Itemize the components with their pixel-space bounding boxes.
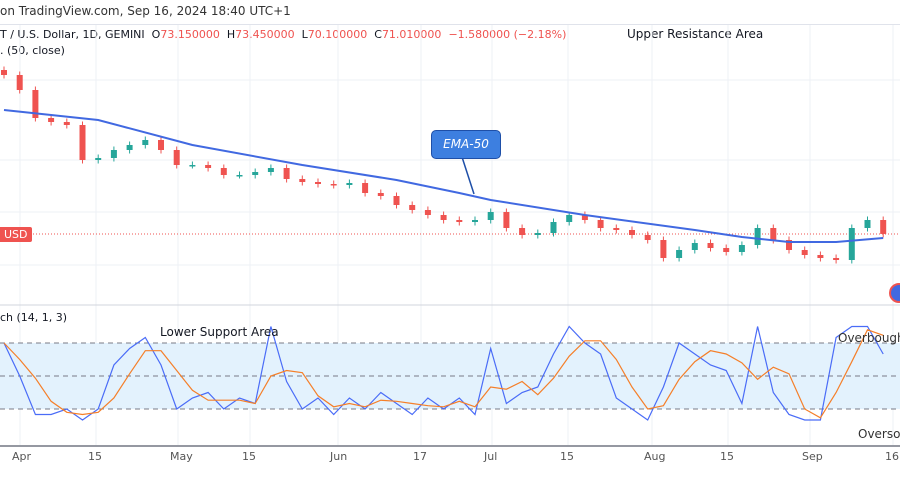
stoch-legend[interactable]: ch (14, 1, 3) [0,311,68,324]
candle-body [32,90,39,118]
candle-body [63,122,70,125]
candle-body [95,158,102,160]
candle-body [456,220,463,222]
candle-body [833,258,840,260]
o-label: O [151,28,161,41]
candle-body [472,220,478,222]
candle-body [377,193,384,196]
x-tick-label: 16 [885,450,899,463]
candle-body [613,228,620,230]
x-tick-label: Jul [484,450,498,463]
candle-body [205,165,212,168]
candle-body [519,228,526,235]
candle-body [644,235,651,240]
divider [0,24,900,25]
x-tick-label: Aug [644,450,666,463]
close-value: 71.010000 [381,28,442,41]
candle-body [283,168,290,179]
candle-body [754,228,761,245]
candle-body [676,250,683,258]
candle-body [864,220,871,228]
candle-body [534,233,541,235]
candle-body [189,165,196,167]
candle-body [581,215,588,220]
chart-source: on TradingView.com, Sep 16, 2024 18:40 U… [0,4,291,18]
candle-body [330,184,337,186]
candle-body [660,240,667,258]
symbol: T / U.S. Dollar, 1D, GEMINI [0,28,145,41]
candle-body [550,222,557,233]
candle-body [503,212,510,228]
candle-body [409,205,416,210]
oversold-label: Oversol [858,427,900,441]
x-tick-label: May [170,450,193,463]
ohlc-legend: T / U.S. Dollar, 1D, GEMINI O73.150000 H… [0,28,566,41]
candle-body [848,228,855,260]
candle-body [315,182,321,184]
h-label: H [226,28,236,41]
candle-body [597,220,604,228]
candle-body [691,243,698,250]
stoch-k-line [3,325,884,421]
overbought-label: Overbought [838,331,900,345]
upper-resistance-label: Upper Resistance Area [627,27,764,41]
candle-body [142,140,149,145]
candle-body [817,255,824,258]
candle-body [801,250,808,255]
candle-body [48,118,55,122]
x-tick-label: 15 [560,450,574,463]
candle-body [220,168,227,175]
lower-support-label: Lower Support Area [160,325,279,339]
candle-body [126,145,133,150]
x-tick-label: 17 [413,450,427,463]
c-label: C [374,28,382,41]
ema-50-line [3,109,884,243]
x-tick-label: Apr [12,450,32,463]
ema-legend[interactable]: . (50, close) [0,44,65,57]
change-value: −1.580000 (−2.18%) [448,28,567,41]
candle-body [299,179,306,182]
candle-body [880,220,887,234]
candle-body [566,215,573,222]
candle-body [629,230,635,235]
candle-body [267,168,274,172]
open-value: 73.150000 [160,28,220,41]
candle-body [252,172,259,175]
candle-body [487,212,494,220]
x-tick-label: 15 [242,450,256,463]
candle-body [393,196,400,205]
candle-body [723,248,730,252]
candle-body [110,150,117,158]
l-label: L [301,28,308,41]
candle-body [770,228,777,240]
ema-callout: EMA-50 [431,130,501,159]
candle-body [786,240,792,250]
callout-pointer [461,156,475,195]
x-tick-label: Sep [802,450,823,463]
candle-body [173,150,180,165]
candle-body [158,140,164,150]
candle-body [424,210,431,215]
x-tick-label: Jun [330,450,348,463]
candle-body [1,70,7,75]
candle-body [236,175,243,177]
x-tick-label: 15 [720,450,734,463]
candle-body [362,183,369,193]
stoch-d-line [3,329,884,419]
candle-body [79,125,86,160]
candle-body [738,245,745,252]
candle-body [16,75,23,90]
flag-icon[interactable] [889,283,900,303]
price-tag: USD [0,227,32,242]
candle-body [346,183,353,185]
x-tick-label: 15 [88,450,102,463]
candle-body [707,243,714,248]
candle-body [440,215,447,220]
